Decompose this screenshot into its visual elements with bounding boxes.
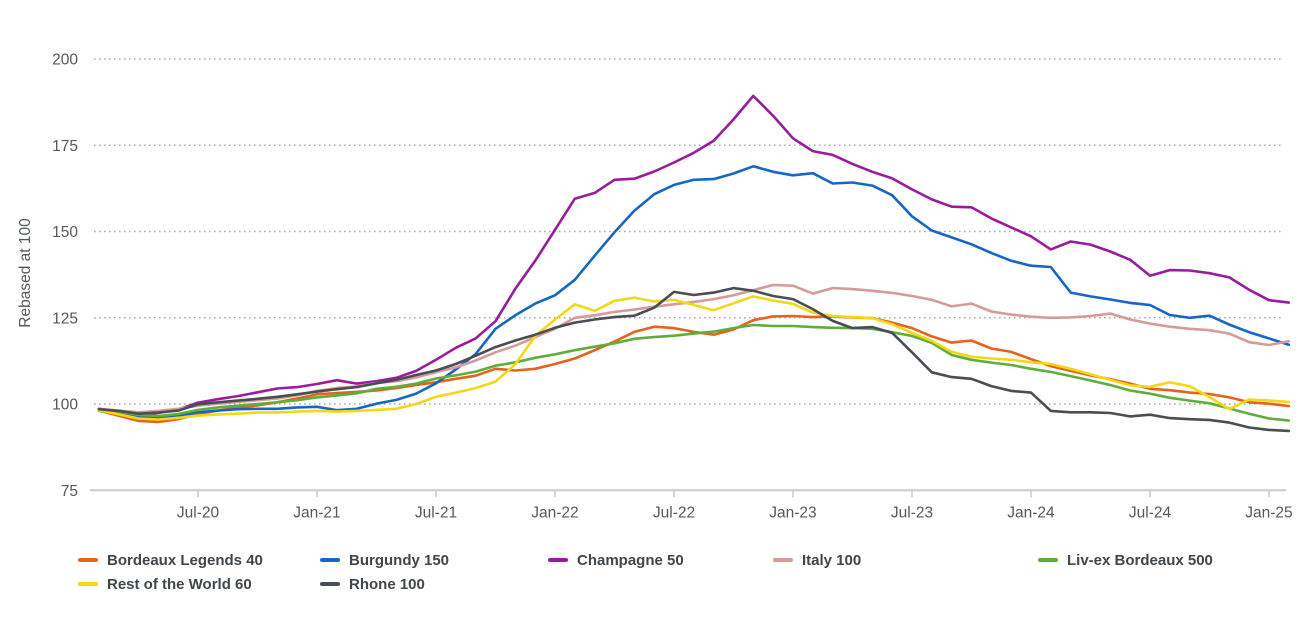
legend-item-rhone-100[interactable]: Rhone 100: [320, 574, 425, 594]
y-tick-label: 200: [52, 52, 78, 69]
legend-swatch-liv-ex-bordeaux-500: [1038, 558, 1058, 562]
x-tick-label: Jan-22: [531, 504, 578, 521]
legend-item-burgundy-150[interactable]: Burgundy 150: [320, 550, 449, 570]
y-tick-label: 100: [52, 397, 78, 414]
x-tick-label: Jan-21: [293, 504, 340, 521]
series-line-burgundy-150: [97, 165, 1291, 420]
y-axis-title: Rebased at 100: [17, 218, 34, 328]
x-tick-label: Jul-22: [653, 504, 695, 521]
legend-item-bordeaux-legends-40[interactable]: Bordeaux Legends 40: [78, 550, 263, 570]
legend-label-rest-of-the-world-60: Rest of the World 60: [107, 575, 252, 593]
series-line-liv-ex-bordeaux-500: [97, 323, 1291, 422]
legend-swatch-rest-of-the-world-60: [78, 582, 98, 586]
series-line-rhone-100: [97, 286, 1291, 433]
legend-swatch-rhone-100: [320, 582, 340, 586]
legend-swatch-italy-100: [773, 558, 793, 562]
series-line-champagne-50: [97, 94, 1291, 417]
legend-swatch-bordeaux-legends-40: [78, 558, 98, 562]
series-line-rest-of-the-world-60: [97, 295, 1291, 421]
x-tick-label: Jan-25: [1245, 504, 1292, 521]
x-tick-label: Jan-24: [1007, 504, 1055, 521]
legend-label-rhone-100: Rhone 100: [349, 575, 425, 593]
x-tick-label: Jul-23: [891, 504, 933, 521]
x-tick-label: Jul-20: [177, 504, 220, 521]
legend-item-liv-ex-bordeaux-500[interactable]: Liv-ex Bordeaux 500: [1038, 550, 1213, 570]
line-chart-plot-area: Jul-20 Jan-21 Jul-21 Jan-22 Jul-22 Jan-23 Jul-…: [17, 52, 1293, 522]
legend-swatch-champagne-50: [548, 558, 568, 562]
y-tick-label: 75: [61, 483, 78, 500]
series-line-bordeaux-legends-40: [97, 314, 1291, 424]
x-tick-label: Jul-21: [415, 504, 457, 521]
legend-label-liv-ex-bordeaux-500: Liv-ex Bordeaux 500: [1067, 551, 1213, 569]
legend-swatch-burgundy-150: [320, 558, 340, 562]
y-tick-label: 125: [52, 310, 78, 327]
legend-label-bordeaux-legends-40: Bordeaux Legends 40: [107, 551, 263, 569]
legend-item-champagne-50[interactable]: Champagne 50: [548, 550, 684, 570]
legend-label-burgundy-150: Burgundy 150: [349, 551, 450, 569]
legend-item-italy-100[interactable]: Italy 100: [773, 550, 861, 570]
x-tick-label: Jul-24: [1129, 504, 1172, 521]
y-tick-label: 175: [52, 138, 78, 155]
legend-item-rest-of-the-world-60[interactable]: Rest of the World 60: [78, 574, 252, 594]
y-tick-label: 150: [52, 224, 78, 241]
x-tick-label: Jan-23: [769, 504, 816, 521]
legend-label-champagne-50: Champagne 50: [577, 551, 684, 569]
legend-label-italy-100: Italy 100: [802, 551, 862, 569]
chart-legend: Bordeaux Legends 40 Burgundy 150 Champagne…: [0, 0, 1300, 593]
